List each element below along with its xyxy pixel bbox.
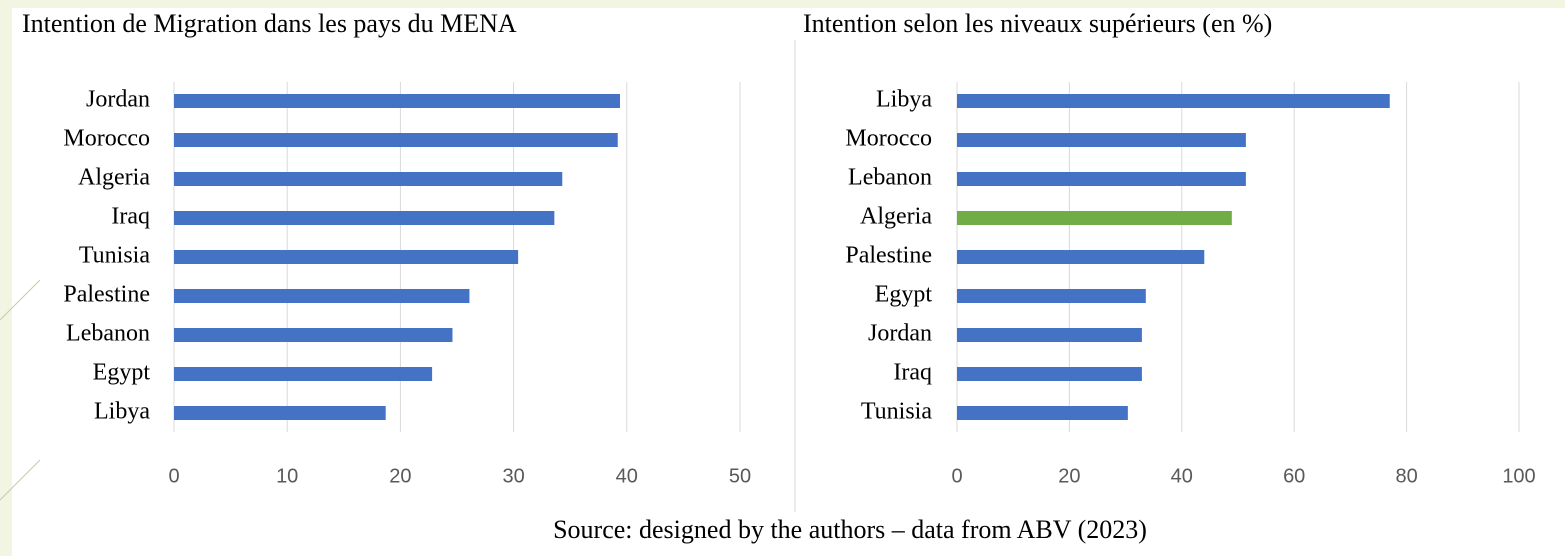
bar — [957, 328, 1142, 342]
bar — [957, 250, 1205, 264]
x-tick-label: 40 — [616, 465, 638, 487]
bar — [957, 289, 1146, 303]
y-tick-label: Iraq — [111, 204, 150, 230]
y-tick-label: Lebanon — [66, 321, 150, 347]
x-tick-label: 100 — [1502, 465, 1535, 487]
decoration — [0, 279, 41, 321]
x-tick-label: 0 — [168, 465, 179, 487]
bar — [957, 406, 1128, 420]
y-tick-label: Iraq — [893, 360, 932, 386]
y-tick-label: Lebanon — [848, 165, 932, 191]
bar — [174, 172, 563, 186]
bar — [174, 211, 555, 225]
y-tick-label: Palestine — [845, 243, 932, 269]
y-tick-label: Morocco — [63, 126, 150, 152]
bar — [174, 289, 470, 303]
y-tick-label: Egypt — [93, 360, 151, 386]
bar — [957, 133, 1246, 147]
bar — [957, 211, 1232, 225]
x-tick-label: 30 — [502, 465, 524, 487]
bar — [174, 133, 618, 147]
y-tick-label: Jordan — [86, 87, 150, 113]
y-tick-label: Algeria — [860, 204, 932, 230]
bar — [174, 328, 453, 342]
y-tick-label: Jordan — [868, 321, 932, 347]
x-tick-label: 0 — [951, 465, 962, 487]
x-tick-label: 10 — [276, 465, 298, 487]
bar — [957, 94, 1390, 108]
bar — [174, 367, 433, 381]
x-tick-label: 20 — [389, 465, 411, 487]
y-tick-label: Tunisia — [79, 243, 150, 269]
bar — [957, 367, 1142, 381]
chart-title: Intention selon les niveaux supérieurs (… — [803, 9, 1272, 38]
y-tick-label: Tunisia — [861, 399, 932, 425]
chart-title: Intention de Migration dans les pays du … — [22, 9, 517, 38]
y-tick-label: Algeria — [78, 165, 150, 191]
y-tick-label: Libya — [876, 87, 932, 113]
y-tick-label: Palestine — [63, 282, 150, 308]
bar — [174, 250, 519, 264]
y-tick-label: Morocco — [845, 126, 932, 152]
bar — [174, 406, 386, 420]
x-tick-label: 20 — [1058, 465, 1080, 487]
decoration — [0, 459, 41, 501]
bar — [174, 94, 621, 108]
x-tick-label: 50 — [729, 465, 751, 487]
y-tick-label: Egypt — [875, 282, 933, 308]
panel — [12, 8, 1565, 556]
x-tick-label: 80 — [1395, 465, 1417, 487]
y-tick-label: Libya — [94, 399, 150, 425]
x-tick-label: 40 — [1171, 465, 1193, 487]
source: Source: designed by the authors – data f… — [553, 515, 1147, 544]
bar — [957, 172, 1246, 186]
x-tick-label: 60 — [1283, 465, 1305, 487]
